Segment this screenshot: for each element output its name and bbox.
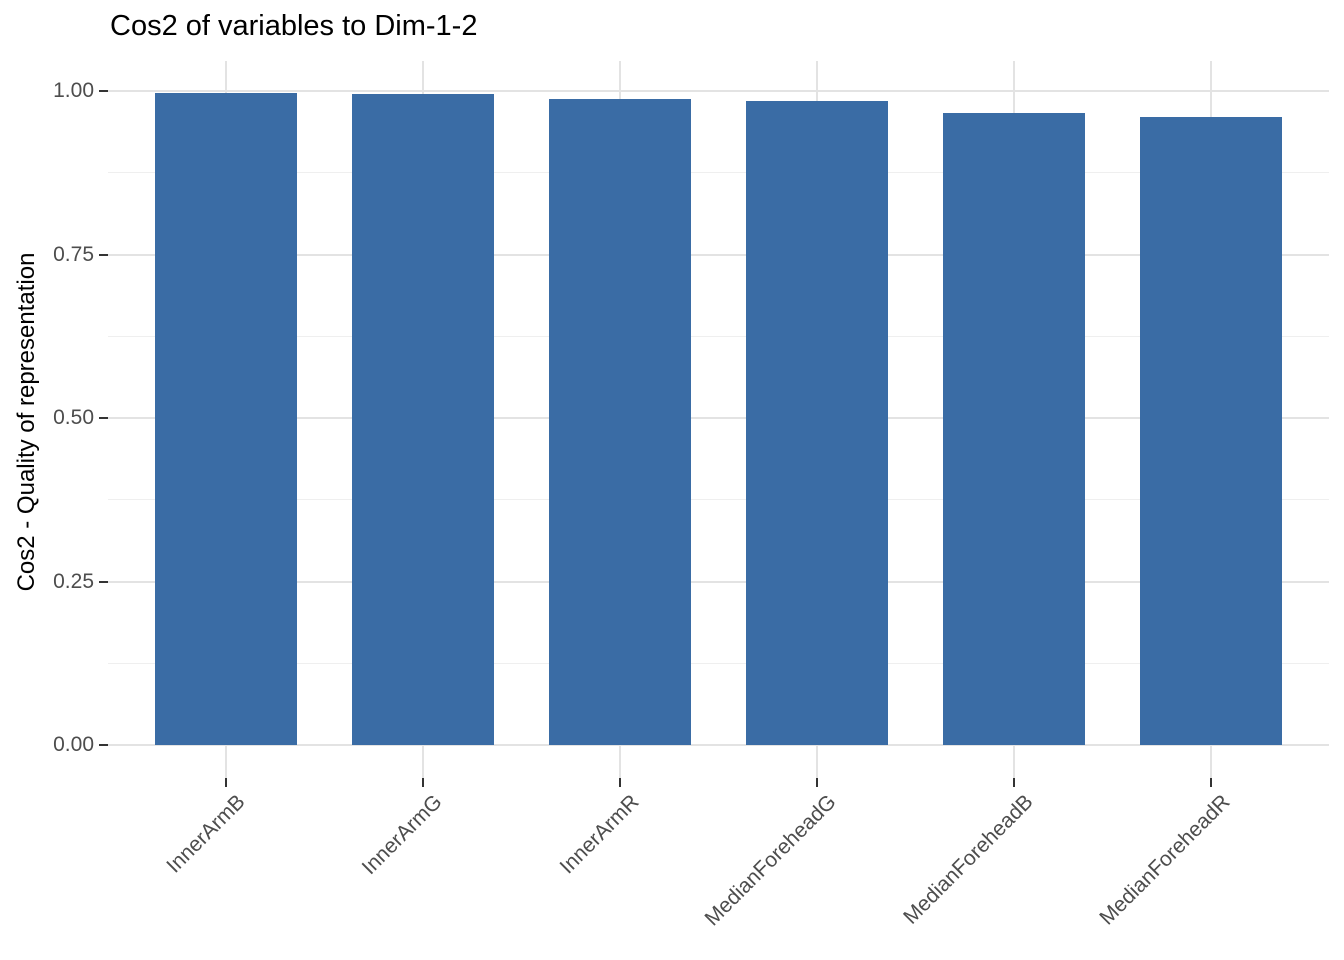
gridline-major [108,744,1329,746]
chart-title: Cos2 of variables to Dim-1-2 [110,10,478,42]
y-tick-mark [99,417,108,419]
x-tick-mark [1210,778,1212,787]
y-tick-mark [99,744,108,746]
y-tick-label: 1.00 [53,79,94,102]
x-tick-label: InnerArmR [555,790,644,879]
gridline-major [108,90,1329,92]
bar-MedianForeheadB [943,113,1085,745]
gridline-major [108,253,1329,256]
bar-InnerArmR [549,99,691,745]
y-tick-mark [99,580,108,583]
x-tick-label: InnerArmB [162,790,250,878]
gridline-minor [108,335,1329,337]
bar-MedianForeheadG [746,101,888,745]
gridline-minor [108,499,1329,501]
x-tick-label: MedianForeheadR [1095,790,1235,930]
gridline-major [108,580,1329,583]
bar-InnerArmG [352,94,494,745]
gridline-minor [108,172,1329,174]
x-tick-mark [619,778,621,787]
gridline-major [108,417,1329,419]
bar-MedianForeheadR [1140,117,1282,745]
y-tick-mark [99,90,108,92]
plot-panel [108,61,1329,778]
y-tick-label: 0.75 [53,242,94,266]
x-tick-label: MedianForeheadG [700,790,841,931]
x-tick-mark [1013,778,1015,787]
y-tick-label: 0.25 [53,569,94,593]
y-tick-label: 0.00 [53,733,94,756]
bar-InnerArmB [155,93,297,745]
y-tick-label: 0.50 [53,406,94,429]
x-tick-label: InnerArmG [357,790,447,880]
y-tick-mark [99,253,108,256]
x-tick-mark [422,778,424,787]
x-tick-label: MedianForeheadB [899,790,1038,929]
gridline-minor [108,662,1329,664]
x-tick-mark [225,778,227,787]
x-tick-mark [816,778,818,787]
